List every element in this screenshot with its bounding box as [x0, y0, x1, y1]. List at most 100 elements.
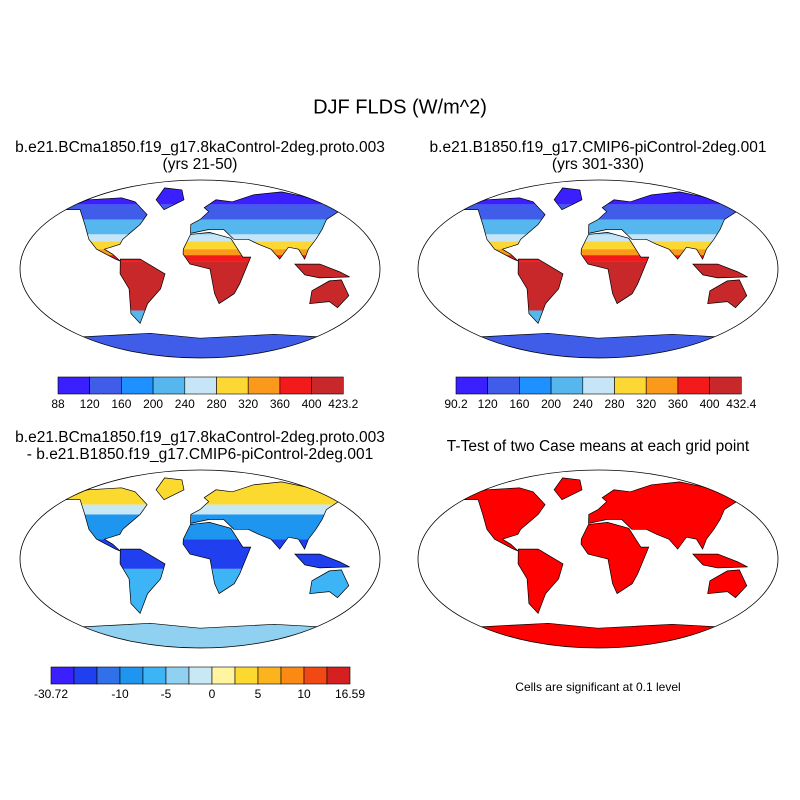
colorbar-label: 200 — [143, 397, 163, 411]
land-fill — [454, 187, 751, 358]
colorbar-box — [279, 376, 312, 395]
color-band — [56, 204, 353, 220]
colorbar-label: 160 — [111, 397, 131, 411]
colorbar-label: 240 — [573, 397, 593, 411]
colorbar-box — [487, 376, 520, 395]
color-band — [56, 187, 353, 205]
colorbar-box — [211, 666, 236, 685]
color-band — [56, 261, 353, 311]
color-band — [56, 310, 353, 329]
colorbar-box — [188, 666, 213, 685]
colorbar-label: 400 — [700, 397, 720, 411]
colorbar-label: 90.2 — [444, 397, 468, 411]
coastline — [453, 477, 751, 648]
colorbar-label: 280 — [604, 397, 624, 411]
land-fill — [454, 477, 751, 648]
colorbar-box — [645, 376, 679, 395]
colorbar-box — [550, 376, 584, 395]
colorbar-box — [280, 666, 305, 685]
colorbar-label: 423.2 — [328, 397, 358, 411]
colorbar-box — [677, 376, 710, 395]
panel-title: b.e21.B1850.f19_g17.CMIP6-piControl-2deg… — [430, 139, 767, 156]
colorbar-label: 160 — [509, 397, 529, 411]
colorbar-box — [216, 376, 249, 395]
coastline — [55, 187, 353, 358]
colorbar-label: 16.59 — [335, 687, 365, 701]
color-band — [56, 255, 353, 262]
colorbar-box — [165, 666, 190, 685]
colorbar-label: 280 — [206, 397, 226, 411]
coastline — [453, 187, 751, 358]
colorbar-label: 200 — [541, 397, 561, 411]
color-band — [56, 219, 353, 235]
color-band — [56, 241, 353, 250]
panel-title: T-Test of two Case means at each grid po… — [447, 438, 750, 455]
panel-title: (yrs 301-330) — [552, 156, 644, 173]
colorbar-box — [303, 666, 328, 685]
color-band — [56, 514, 353, 540]
colorbar-label: 120 — [80, 397, 100, 411]
colorbar-box — [614, 376, 647, 395]
map-border — [19, 469, 381, 649]
color-band — [56, 539, 353, 569]
color-band — [454, 234, 751, 242]
colorbar-label: -30.72 — [34, 687, 68, 701]
map — [55, 477, 353, 648]
colorbar-box — [326, 666, 351, 685]
panel-title: (yrs 21-50) — [163, 156, 238, 173]
color-band — [454, 204, 751, 220]
colorbar-label: 88 — [51, 397, 65, 411]
colorbar-label: -5 — [161, 687, 172, 701]
map-border — [417, 469, 779, 649]
colorbar-box — [57, 376, 91, 395]
colorbar-box — [73, 666, 98, 685]
color-band — [454, 187, 751, 205]
color-band — [56, 249, 353, 256]
colorbar-box — [311, 376, 344, 395]
map-border — [19, 179, 381, 359]
colorbar-label: 320 — [636, 397, 656, 411]
color-band — [56, 504, 353, 515]
colorbar-box — [582, 376, 615, 395]
colorbar-box — [89, 376, 122, 395]
color-band — [454, 249, 751, 256]
color-band — [454, 255, 751, 262]
colorbar-box — [96, 666, 121, 685]
map-border — [417, 179, 779, 359]
significance-fill — [454, 477, 751, 648]
colorbar-label: 400 — [302, 397, 322, 411]
colorbar-label: 10 — [297, 687, 311, 701]
colorbar-box — [709, 376, 742, 395]
colorbar-box — [234, 666, 259, 685]
map — [453, 187, 751, 358]
map — [55, 187, 353, 358]
coastline — [55, 477, 353, 648]
color-band — [454, 219, 751, 235]
panel-title: b.e21.BCma1850.f19_g17.8kaControl-2deg.p… — [15, 429, 385, 446]
colorbar-box — [455, 376, 489, 395]
colorbar-label: 360 — [270, 397, 290, 411]
color-band — [56, 568, 353, 619]
colorbar-box — [257, 666, 282, 685]
colorbar-label: 0 — [209, 687, 216, 701]
colorbar-label: -10 — [111, 687, 129, 701]
panel-title: b.e21.BCma1850.f19_g17.8kaControl-2deg.p… — [15, 139, 385, 156]
color-band — [454, 261, 751, 311]
colorbar-box — [50, 666, 75, 685]
colorbar-box — [121, 376, 154, 395]
colorbar-label: 320 — [238, 397, 258, 411]
colorbar-box — [142, 666, 167, 685]
colorbar-box — [152, 376, 186, 395]
colorbar-label: 120 — [478, 397, 498, 411]
land-fill — [56, 187, 353, 358]
color-band — [454, 310, 751, 329]
panel-note: Cells are significant at 0.1 level — [515, 680, 680, 694]
land-fill — [56, 477, 353, 648]
figure-title: DJF FLDS (W/m^2) — [313, 96, 487, 118]
colorbar-label: 360 — [668, 397, 688, 411]
colorbar-label: 5 — [255, 687, 262, 701]
colorbar-box — [119, 666, 144, 685]
colorbar-box — [184, 376, 217, 395]
